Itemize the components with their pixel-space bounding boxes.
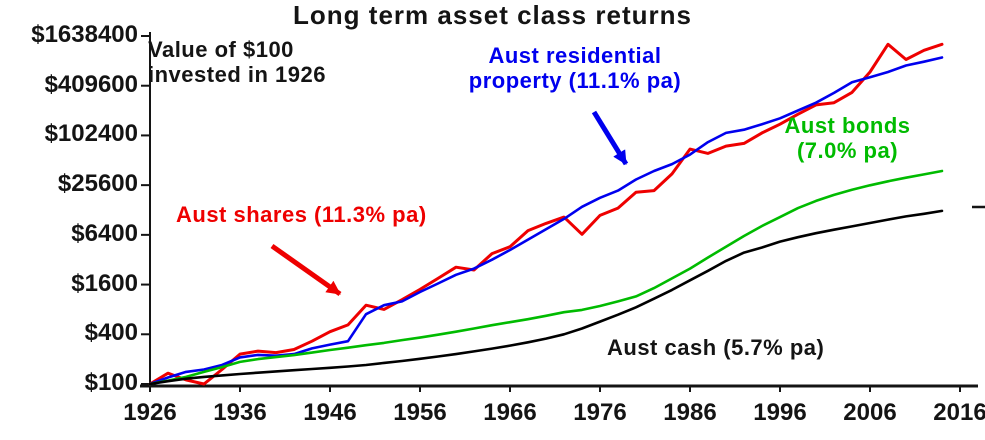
series-line-aust-bonds	[148, 169, 944, 386]
series-layer	[148, 42, 944, 386]
property-series-label: Aust residential property (11.1% pa)	[468, 43, 682, 93]
shares-series-label: Aust shares (11.3% pa)	[176, 202, 427, 227]
property-annotation-arrow	[591, 110, 629, 166]
x-axis-label: 1936	[213, 399, 267, 426]
shares-annotation-arrow	[270, 243, 342, 297]
x-axis-label: 1986	[663, 399, 717, 426]
y-axis-label: $100	[84, 369, 138, 396]
x-axis-label: 1926	[123, 399, 177, 426]
y-axis-label: $25600	[57, 170, 138, 198]
x-axis-label: 1966	[483, 399, 537, 426]
x-axis-label: 2006	[843, 399, 897, 426]
series-line-aust-shares	[148, 42, 944, 386]
y-axis-label: $6400	[71, 219, 138, 247]
axes-layer	[140, 32, 978, 392]
x-axis-label: 2016	[933, 399, 985, 426]
invested-note: Value of $100 invested in 1926	[148, 37, 326, 87]
y-axis-label: $409600	[44, 70, 138, 98]
y-axis-label: $1638400	[31, 21, 138, 48]
cash-series-label: Aust cash (5.7% pa)	[607, 335, 825, 360]
y-axis-label: $1600	[71, 269, 138, 297]
y-axis-label: $400	[84, 319, 138, 347]
x-axis-label: 1956	[393, 399, 447, 426]
x-axis-label: 1976	[573, 399, 627, 426]
chart-title: Long term asset class returns	[293, 0, 692, 30]
y-axis-label: $102400	[44, 120, 138, 148]
x-axis-label: 1946	[303, 399, 357, 426]
series-line-aust-cash	[148, 209, 944, 386]
x-axis-label: 1996	[753, 399, 807, 426]
bonds-series-label: Aust bonds (7.0% pa)	[784, 113, 911, 163]
